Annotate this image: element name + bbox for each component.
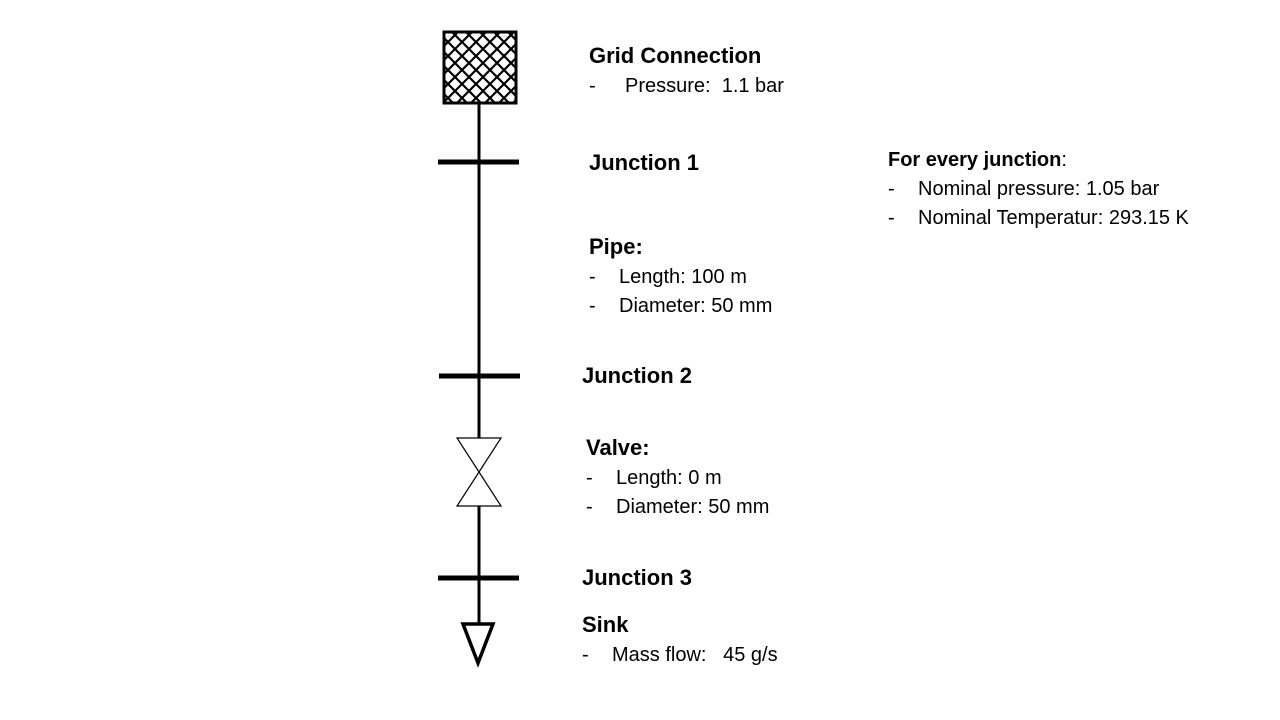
pipe-diameter: - Diameter: 50 mm bbox=[589, 292, 772, 321]
valve-block: Valve: - Length: 0 m - Diameter: 50 mm bbox=[586, 435, 769, 522]
note-title: For every junction: bbox=[888, 146, 1189, 175]
pipe-length-text: Length: 100 m bbox=[619, 266, 747, 288]
note-title-colon: : bbox=[1061, 149, 1067, 171]
grid-connection-pressure: - Pressure: 1.1 bar bbox=[589, 72, 784, 101]
sink-block: Sink - Mass flow: 45 g/s bbox=[582, 612, 778, 670]
grid-connection-title: Grid Connection bbox=[589, 43, 762, 68]
valve-diameter: - Diameter: 50 mm bbox=[586, 493, 769, 522]
note-title-text: For every junction bbox=[888, 149, 1062, 171]
valve-length-text: Length: 0 m bbox=[616, 467, 722, 489]
pipe-length: - Length: 100 m bbox=[589, 263, 772, 292]
junction-3-label: Junction 3 bbox=[582, 565, 693, 590]
note-nominal-pressure-text: Nominal pressure: 1.05 bar bbox=[918, 178, 1160, 200]
valve-title: Valve: bbox=[586, 435, 650, 460]
grid-connection-block: Grid Connection - Pressure: 1.1 bar bbox=[589, 43, 784, 101]
valve-diameter-text: Diameter: 50 mm bbox=[616, 496, 770, 518]
bullet-dash: - bbox=[888, 207, 895, 229]
valve-length: - Length: 0 m bbox=[586, 464, 769, 493]
bullet-dash: - bbox=[586, 467, 593, 489]
bullet-dash: - bbox=[589, 266, 596, 288]
bullet-dash: - bbox=[582, 644, 589, 666]
note-nominal-temperature-text: Nominal Temperatur: 293.15 K bbox=[918, 207, 1189, 229]
grid-connection-pressure-text: Pressure: 1.1 bar bbox=[625, 75, 784, 97]
down-triangle-icon bbox=[460, 622, 496, 668]
crosshatch-square-icon bbox=[442, 30, 518, 105]
note-nominal-pressure: - Nominal pressure: 1.05 bar bbox=[888, 175, 1189, 204]
pipe-block: Pipe: - Length: 100 m - Diameter: 50 mm bbox=[589, 234, 772, 321]
bowtie-icon bbox=[455, 437, 503, 507]
pipe-diameter-text: Diameter: 50 mm bbox=[619, 295, 773, 317]
bullet-dash: - bbox=[589, 75, 596, 97]
bullet-dash: - bbox=[586, 496, 593, 518]
junction-defaults-note: For every junction: - Nominal pressure: … bbox=[888, 146, 1189, 233]
sink-mass-flow-text: Mass flow: 45 g/s bbox=[612, 644, 778, 666]
junction-1-label: Junction 1 bbox=[589, 150, 700, 175]
sink-mass-flow: - Mass flow: 45 g/s bbox=[582, 641, 778, 670]
junction-2-label: Junction 2 bbox=[582, 363, 693, 388]
bullet-dash: - bbox=[888, 178, 895, 200]
sink-title: Sink bbox=[582, 612, 629, 637]
note-nominal-temperature: - Nominal Temperatur: 293.15 K bbox=[888, 204, 1189, 233]
bullet-dash: - bbox=[589, 295, 596, 317]
pipe-title: Pipe: bbox=[589, 234, 643, 259]
